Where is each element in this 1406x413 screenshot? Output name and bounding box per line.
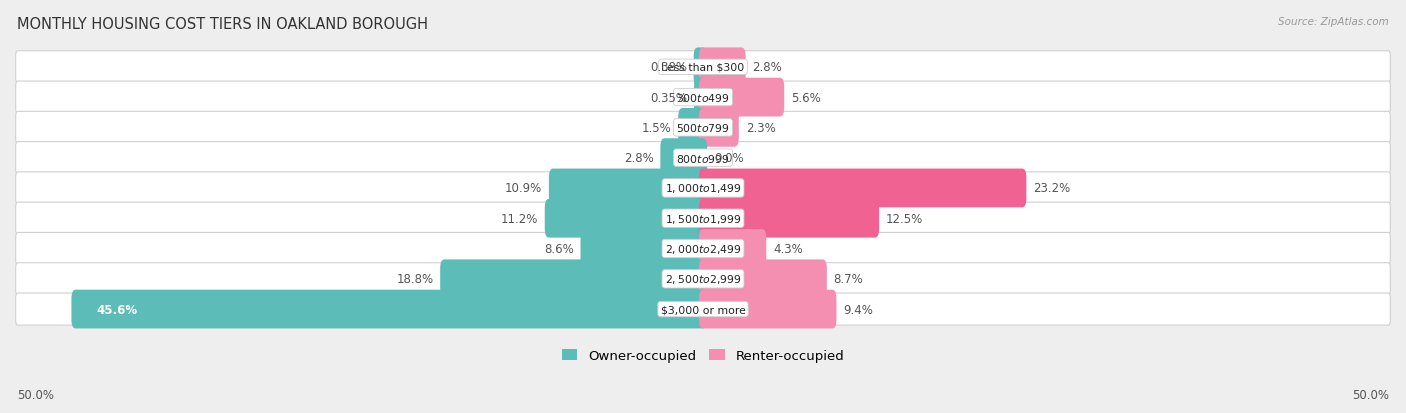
- FancyBboxPatch shape: [693, 48, 707, 87]
- FancyBboxPatch shape: [15, 82, 1391, 114]
- Text: $2,500 to $2,999: $2,500 to $2,999: [665, 273, 741, 286]
- FancyBboxPatch shape: [661, 139, 707, 178]
- FancyBboxPatch shape: [72, 290, 707, 329]
- FancyBboxPatch shape: [581, 230, 707, 268]
- FancyBboxPatch shape: [699, 78, 785, 117]
- Text: 4.3%: 4.3%: [773, 242, 803, 255]
- Text: 0.38%: 0.38%: [650, 61, 686, 74]
- Text: 45.6%: 45.6%: [96, 303, 138, 316]
- FancyBboxPatch shape: [15, 112, 1391, 144]
- Text: 50.0%: 50.0%: [1353, 388, 1389, 401]
- FancyBboxPatch shape: [15, 293, 1391, 325]
- FancyBboxPatch shape: [15, 263, 1391, 295]
- Text: $3,000 or more: $3,000 or more: [661, 304, 745, 314]
- Text: Less than $300: Less than $300: [661, 63, 745, 73]
- Text: 12.5%: 12.5%: [886, 212, 924, 225]
- FancyBboxPatch shape: [695, 78, 707, 117]
- FancyBboxPatch shape: [699, 109, 738, 147]
- FancyBboxPatch shape: [699, 260, 827, 299]
- Text: 11.2%: 11.2%: [501, 212, 538, 225]
- Text: 23.2%: 23.2%: [1033, 182, 1070, 195]
- FancyBboxPatch shape: [699, 230, 766, 268]
- FancyBboxPatch shape: [678, 109, 707, 147]
- Legend: Owner-occupied, Renter-occupied: Owner-occupied, Renter-occupied: [557, 344, 849, 367]
- FancyBboxPatch shape: [15, 203, 1391, 235]
- Text: $1,500 to $1,999: $1,500 to $1,999: [665, 212, 741, 225]
- FancyBboxPatch shape: [699, 48, 745, 87]
- Text: 0.35%: 0.35%: [650, 91, 688, 104]
- FancyBboxPatch shape: [15, 142, 1391, 174]
- Text: $300 to $499: $300 to $499: [676, 92, 730, 104]
- Text: 10.9%: 10.9%: [505, 182, 541, 195]
- Text: $800 to $999: $800 to $999: [676, 152, 730, 164]
- FancyBboxPatch shape: [548, 169, 707, 208]
- Text: 18.8%: 18.8%: [396, 273, 433, 286]
- Text: 0.0%: 0.0%: [714, 152, 744, 165]
- FancyBboxPatch shape: [15, 173, 1391, 204]
- FancyBboxPatch shape: [544, 199, 707, 238]
- Text: 50.0%: 50.0%: [17, 388, 53, 401]
- Text: 2.8%: 2.8%: [752, 61, 782, 74]
- FancyBboxPatch shape: [15, 52, 1391, 84]
- FancyBboxPatch shape: [699, 199, 879, 238]
- Text: 5.6%: 5.6%: [792, 91, 821, 104]
- FancyBboxPatch shape: [440, 260, 707, 299]
- FancyBboxPatch shape: [699, 169, 1026, 208]
- Text: Source: ZipAtlas.com: Source: ZipAtlas.com: [1278, 17, 1389, 26]
- Text: $500 to $799: $500 to $799: [676, 122, 730, 134]
- FancyBboxPatch shape: [15, 233, 1391, 265]
- Text: 8.7%: 8.7%: [834, 273, 863, 286]
- Text: 9.4%: 9.4%: [844, 303, 873, 316]
- Text: $1,000 to $1,499: $1,000 to $1,499: [665, 182, 741, 195]
- Text: 2.8%: 2.8%: [624, 152, 654, 165]
- Text: MONTHLY HOUSING COST TIERS IN OAKLAND BOROUGH: MONTHLY HOUSING COST TIERS IN OAKLAND BO…: [17, 17, 427, 31]
- Text: 1.5%: 1.5%: [641, 121, 671, 135]
- FancyBboxPatch shape: [699, 290, 837, 329]
- Text: 8.6%: 8.6%: [544, 242, 574, 255]
- Text: 2.3%: 2.3%: [745, 121, 775, 135]
- Text: $2,000 to $2,499: $2,000 to $2,499: [665, 242, 741, 255]
